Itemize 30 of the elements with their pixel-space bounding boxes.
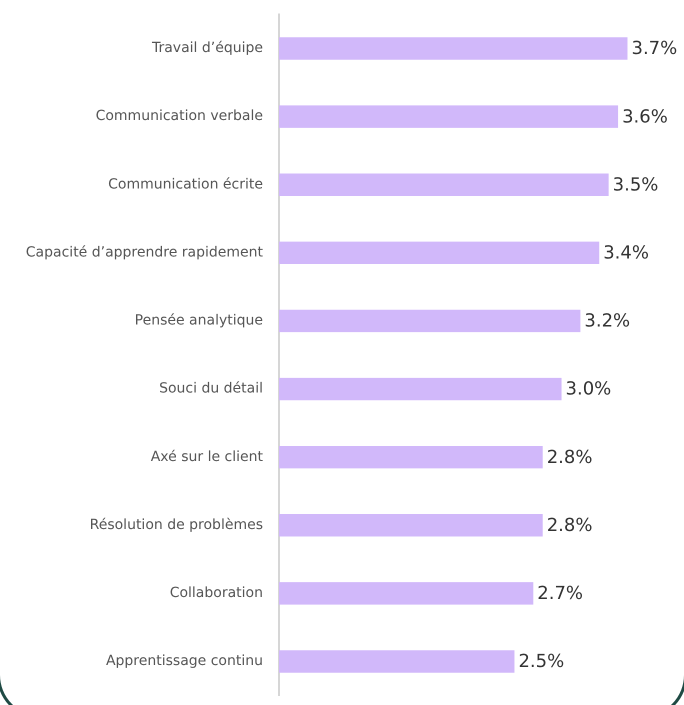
y-tick-label: Axé sur le client bbox=[150, 448, 264, 465]
bar bbox=[279, 378, 562, 400]
bar bbox=[279, 173, 609, 196]
data-label: 2.8% bbox=[546, 446, 592, 468]
data-label: 2.7% bbox=[537, 583, 584, 604]
y-tick-label: Apprentissage continu bbox=[106, 653, 263, 670]
y-tick-label: Communication écrite bbox=[108, 176, 263, 192]
bar bbox=[279, 37, 628, 60]
bar bbox=[279, 514, 543, 537]
data-label: 3.7% bbox=[631, 38, 678, 60]
data-label: 3.0% bbox=[566, 378, 612, 400]
bar bbox=[279, 242, 600, 264]
y-tick-label: Souci du détail bbox=[159, 380, 263, 397]
y-tick-label: Collaboration bbox=[170, 585, 263, 602]
y-tick-label: Résolution de problèmes bbox=[90, 516, 263, 533]
bar bbox=[279, 105, 618, 128]
y-tick-label: Communication verbale bbox=[96, 108, 263, 124]
data-label: 3.6% bbox=[622, 106, 668, 128]
bar bbox=[279, 310, 580, 332]
bar bbox=[279, 446, 543, 468]
data-label: 2.8% bbox=[546, 514, 592, 536]
bar bbox=[279, 650, 514, 673]
data-label: 2.5% bbox=[518, 651, 564, 672]
y-tick-label: Capacité d’apprendre rapidement bbox=[26, 244, 264, 260]
data-label: 3.2% bbox=[584, 310, 630, 332]
data-label: 3.4% bbox=[603, 242, 649, 264]
y-tick-label: Pensée analytique bbox=[134, 312, 263, 329]
data-label: 3.5% bbox=[612, 174, 658, 196]
y-tick-label: Travail d’équipe bbox=[150, 40, 263, 56]
bar bbox=[279, 582, 534, 605]
